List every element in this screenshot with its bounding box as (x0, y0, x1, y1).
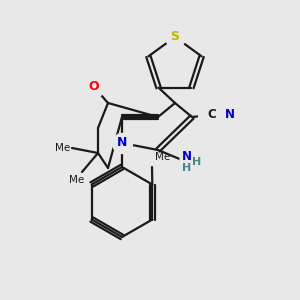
Text: O: O (89, 80, 99, 94)
Text: N: N (117, 136, 127, 149)
Text: N: N (182, 151, 192, 164)
Text: S: S (170, 31, 179, 44)
Text: Me: Me (55, 143, 70, 153)
Text: C: C (208, 109, 216, 122)
Text: N: N (225, 109, 235, 122)
Text: Me: Me (69, 175, 84, 185)
Text: Me: Me (155, 152, 170, 162)
Text: H: H (182, 163, 192, 173)
Text: H: H (192, 157, 202, 167)
